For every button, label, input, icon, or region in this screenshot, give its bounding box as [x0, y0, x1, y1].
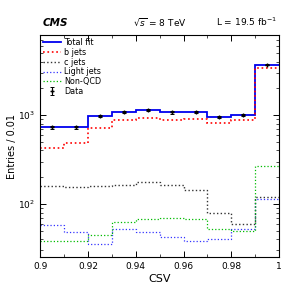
Text: L = 19.5 fb$^{-1}$: L = 19.5 fb$^{-1}$ [216, 16, 277, 28]
X-axis label: CSV: CSV [149, 274, 171, 284]
Y-axis label: Entries / 0.01: Entries / 0.01 [7, 113, 17, 179]
Text: $\sqrt{s}$ = 8 TeV: $\sqrt{s}$ = 8 TeV [133, 17, 186, 28]
Text: CMS: CMS [42, 18, 68, 28]
Legend: Total fit, b jets, c jets, Light jets, Non-QCD, Data: Total fit, b jets, c jets, Light jets, N… [43, 37, 102, 97]
